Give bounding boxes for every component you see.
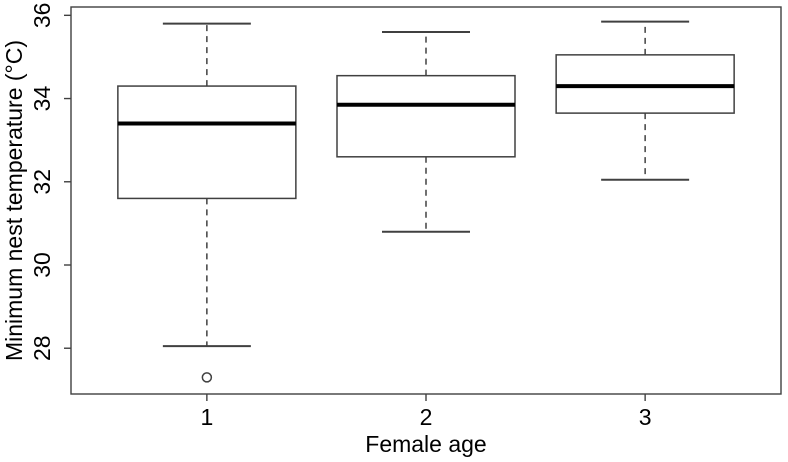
box-iqr-age-2: [336, 74, 516, 158]
y-axis-tick-label: 30: [29, 252, 55, 278]
y-axis-tick-label: 36: [29, 3, 55, 29]
y-axis-tick-label: 32: [29, 169, 55, 195]
x-axis-category-label: 3: [639, 404, 652, 430]
x-axis-category-label: 2: [420, 404, 433, 430]
y-axis-title: Minimum nest temperature (°C): [1, 40, 27, 361]
box-iqr-age-1: [117, 85, 297, 200]
outlier-point: [201, 372, 213, 383]
y-axis-tick-label: 34: [29, 86, 55, 112]
x-axis-title: Female age: [365, 431, 486, 457]
x-axis-category-label: 1: [200, 404, 213, 430]
box-iqr-age-3: [555, 54, 735, 114]
plot-area: 28 30 32 34 36 1 2 3: [29, 3, 782, 430]
y-axis-tick-label: 28: [29, 335, 55, 361]
